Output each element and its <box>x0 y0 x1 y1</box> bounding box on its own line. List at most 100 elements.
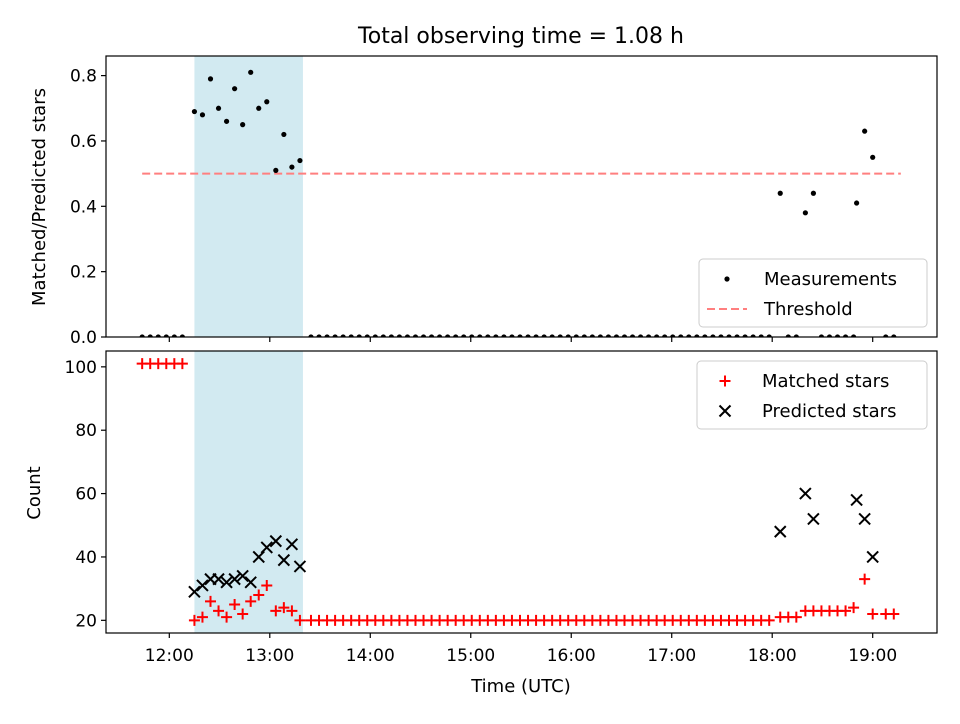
measurements-point <box>289 164 295 170</box>
measurements-point <box>883 334 889 337</box>
matched-stars-point <box>188 614 200 626</box>
measurements-point <box>281 131 287 138</box>
x-tick-label: 18:00 <box>748 646 797 666</box>
measurements-point <box>264 99 270 105</box>
measurements-point <box>854 200 860 206</box>
top-panel-marks <box>139 69 901 337</box>
bottom-panel-frame <box>105 350 938 634</box>
measurements-point <box>734 334 740 337</box>
x-tick-label: 14:00 <box>346 646 395 666</box>
y-tick-label: 100 <box>65 358 97 378</box>
measurements-point <box>163 334 169 337</box>
measurements-point <box>469 334 475 337</box>
measurements-point <box>662 334 668 337</box>
measurements-point <box>453 334 459 337</box>
x-tick-label: 12:00 <box>145 646 194 666</box>
measurements-point <box>240 122 246 128</box>
x-tick-label: 19:00 <box>848 646 897 666</box>
measurements-point <box>637 334 644 337</box>
y-tick-label: 80 <box>75 421 97 441</box>
bottom-panel-observing-span <box>194 351 303 633</box>
measurements-point <box>621 334 628 337</box>
predicted-stars-point <box>188 585 201 599</box>
measurements-point <box>364 334 370 337</box>
predicted-stars-point <box>850 493 863 507</box>
y-tick-label: 20 <box>75 611 97 631</box>
legend-label: Predicted stars <box>762 401 896 422</box>
x-tick-label: 13:00 <box>245 646 294 666</box>
legend-label: Matched stars <box>762 371 889 392</box>
measurements-point <box>710 334 716 337</box>
measurements-point <box>686 334 692 337</box>
measurements-point <box>718 334 724 337</box>
measurements-point <box>412 334 419 337</box>
matched-stars-point <box>261 579 273 591</box>
measurements-point <box>308 334 314 337</box>
predicted-stars-point <box>228 572 241 586</box>
matched-stars-point <box>237 608 249 620</box>
measurements-point <box>477 334 483 337</box>
measurements-point <box>870 154 876 160</box>
measurements-point <box>589 334 595 337</box>
measurements-point <box>742 334 748 337</box>
measurements-point <box>793 334 799 337</box>
measurements-point <box>215 105 222 111</box>
measurements-point <box>777 190 783 196</box>
measurements-point <box>862 128 868 134</box>
legend-marker <box>719 375 731 387</box>
measurements-point <box>834 334 841 337</box>
chart-title: Total observing time = 1.08 h <box>357 24 684 49</box>
measurements-point <box>613 334 620 337</box>
matched-stars-point <box>790 611 802 623</box>
matched-stars-point <box>205 595 217 607</box>
bottom-panel-marks <box>136 358 900 626</box>
top-panel-observing-span <box>194 56 303 337</box>
matched-stars-point <box>270 605 282 617</box>
measurements-point <box>155 334 161 337</box>
matched-stars-point <box>196 611 208 623</box>
measurements-point <box>517 334 523 337</box>
measurements-point <box>147 334 153 337</box>
measurements-point <box>702 334 708 337</box>
matched-stars-point <box>840 605 852 617</box>
measurements-point <box>891 334 897 337</box>
top-panel-frame <box>105 55 938 338</box>
measurements-point <box>810 190 817 196</box>
measurements-point <box>485 334 491 337</box>
predicted-stars-point <box>866 550 879 564</box>
measurements-point <box>597 334 603 337</box>
measurements-point <box>179 334 185 337</box>
measurements-point <box>646 334 652 337</box>
y-tick-label: 0.2 <box>70 263 97 283</box>
x-tick-label: 17:00 <box>647 646 696 666</box>
measurements-point <box>420 334 427 337</box>
measurements-point <box>388 334 394 337</box>
x-tick-label: 15:00 <box>446 646 495 666</box>
predicted-stars-point <box>212 572 225 586</box>
measurements-point <box>207 76 214 82</box>
predicted-stars-point <box>236 569 249 583</box>
matched-stars-point <box>867 608 879 620</box>
measurements-point <box>785 334 791 337</box>
measurements-point <box>380 334 386 337</box>
y-tick-label: 0.4 <box>70 197 97 217</box>
predicted-stars-point <box>220 576 233 589</box>
measurements-point <box>533 334 539 337</box>
matched-stars-point <box>848 602 860 614</box>
predicted-stars-point <box>269 534 283 548</box>
matched-stars-point <box>859 573 871 585</box>
measurements-point <box>581 334 587 337</box>
matched-stars-point <box>213 605 225 617</box>
measurements-point <box>428 334 435 337</box>
matched-stars-point <box>278 602 290 614</box>
matched-stars-point <box>294 614 306 626</box>
legend-marker <box>718 404 732 418</box>
measurements-point <box>802 210 808 216</box>
measurements-point <box>525 334 531 337</box>
measurements-point <box>509 334 515 337</box>
measurements-point <box>850 334 857 337</box>
measurements-point <box>766 334 772 337</box>
predicted-stars-point <box>252 550 265 564</box>
matched-stars-point <box>286 605 298 617</box>
